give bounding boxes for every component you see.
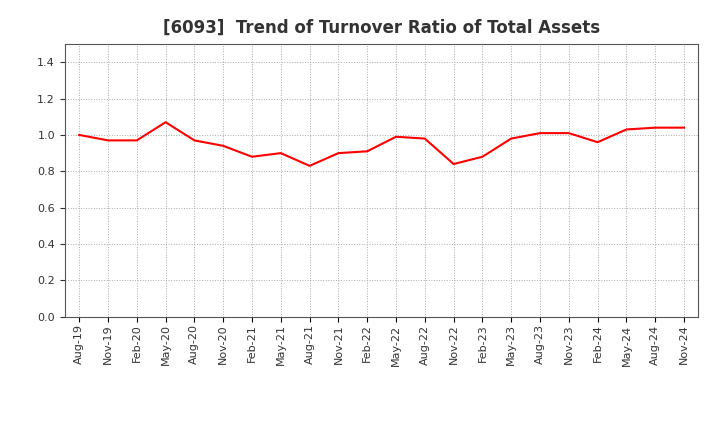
Title: [6093]  Trend of Turnover Ratio of Total Assets: [6093] Trend of Turnover Ratio of Total … — [163, 19, 600, 37]
